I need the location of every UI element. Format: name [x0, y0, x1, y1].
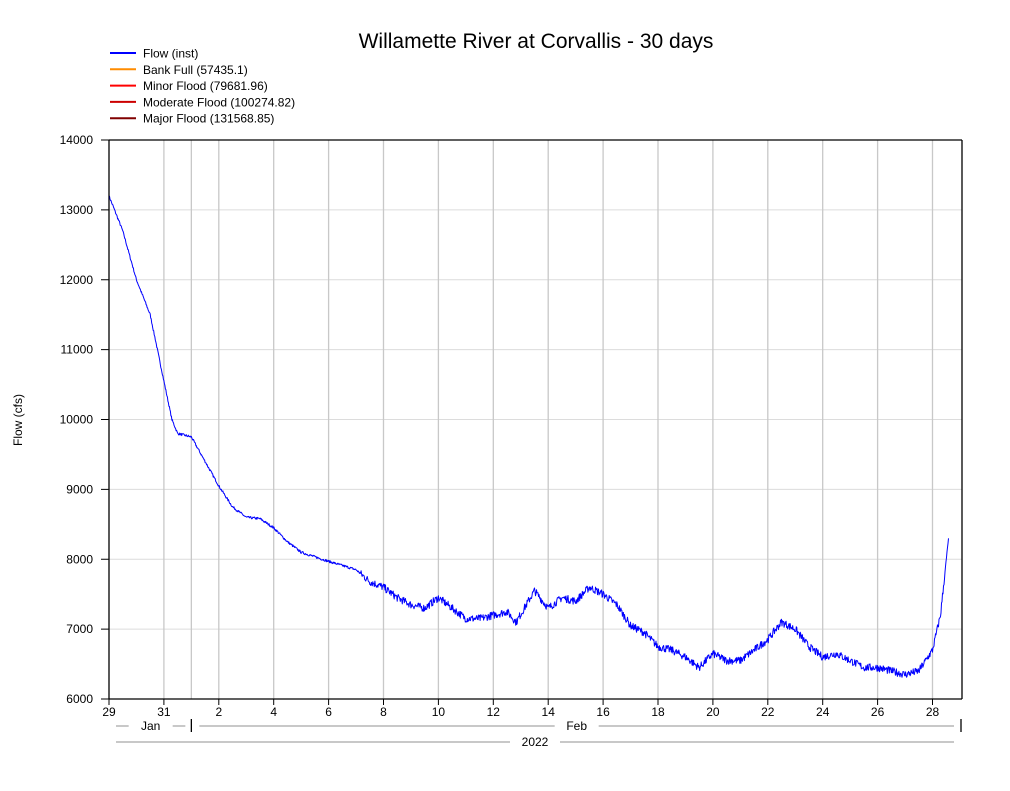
series-line-flow	[108, 195, 949, 678]
y-axis: 6000 7000 8000 9000 10000 11000 12000 13000 1400…	[60, 133, 109, 706]
x-tick-label: 29	[102, 705, 116, 719]
x-tick-label: 12	[487, 705, 501, 719]
y-tick-label: 13000	[60, 203, 94, 217]
x-tick-label: 28	[926, 705, 940, 719]
x-tick-label: 10	[432, 705, 446, 719]
x-tick-label: 16	[596, 705, 610, 719]
y-tick-label: 14000	[60, 133, 94, 147]
series-layer	[108, 195, 949, 678]
grid	[109, 140, 962, 699]
chart-title: Willamette River at Corvallis - 30 days	[359, 30, 714, 53]
legend-label: Flow (inst)	[143, 47, 198, 61]
x-tick-label: 22	[761, 705, 775, 719]
x-tick-label: 4	[270, 705, 277, 719]
x-tick-label: 6	[325, 705, 332, 719]
y-axis-label: Flow (cfs)	[11, 394, 25, 446]
x-tick-label: 8	[380, 705, 387, 719]
x-tick-label: 14	[542, 705, 556, 719]
legend: Flow (inst) Bank Full (57435.1) Minor Floo…	[110, 47, 295, 126]
x-tick-label: 24	[816, 705, 830, 719]
y-tick-label: 6000	[66, 692, 93, 706]
legend-label: Moderate Flood (100274.82)	[143, 95, 295, 109]
month-label: Jan	[141, 719, 160, 733]
x-tick-label: 20	[706, 705, 720, 719]
y-tick-label: 12000	[60, 273, 94, 287]
legend-label: Bank Full (57435.1)	[143, 63, 248, 77]
plot-frame	[108, 139, 963, 700]
year-label: 2022	[522, 735, 549, 749]
y-tick-label: 10000	[60, 413, 94, 427]
y-tick-label: 11000	[61, 343, 94, 357]
legend-label: Major Flood (131568.85)	[143, 112, 274, 126]
legend-label: Minor Flood (79681.96)	[143, 79, 268, 93]
month-label: Feb	[566, 719, 587, 733]
y-tick-label: 8000	[66, 552, 93, 566]
x-tick-label: 31	[157, 705, 171, 719]
x-tick-label: 2	[215, 705, 222, 719]
y-tick-label: 9000	[66, 482, 93, 496]
x-tick-label: 26	[871, 705, 885, 719]
x-tick-label: 18	[651, 705, 665, 719]
y-tick-label: 7000	[66, 622, 93, 636]
